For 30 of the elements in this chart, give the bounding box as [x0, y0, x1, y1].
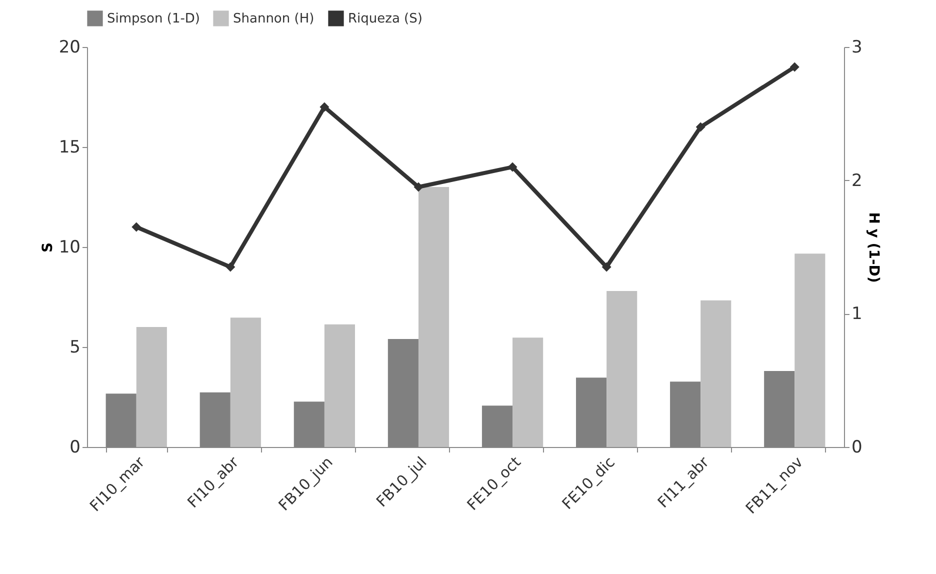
bar [794, 254, 826, 447]
y2-tick-label: 0 [852, 438, 862, 458]
point [414, 182, 424, 192]
bar [418, 187, 450, 447]
point [132, 222, 142, 232]
point [696, 122, 706, 132]
legend-label: Shannon (H) [233, 11, 314, 26]
y2-tick-label: 3 [852, 38, 862, 58]
bar [230, 318, 261, 447]
y2-axis-title: H y (1-D) [865, 212, 882, 283]
point [226, 262, 236, 272]
y2-tick-label: 2 [852, 170, 862, 191]
bar [324, 324, 356, 447]
bar [136, 327, 167, 447]
bar [700, 300, 732, 447]
legend-label: Simpson (1-D) [107, 11, 200, 26]
point [602, 262, 612, 272]
legend-label: Riqueza (S) [348, 11, 422, 26]
y-tick-label: 15 [58, 138, 80, 158]
bar [606, 291, 638, 447]
y2-tick-label: 1 [852, 304, 862, 324]
bar [512, 338, 544, 447]
y-tick-label: 0 [70, 438, 80, 458]
y-tick-label: 10 [58, 238, 80, 258]
point [508, 162, 518, 172]
y-axis-title: S [40, 242, 56, 253]
y-tick-label: 20 [58, 38, 80, 58]
point [320, 102, 330, 112]
y-tick-label: 5 [70, 338, 80, 358]
point [790, 62, 800, 72]
